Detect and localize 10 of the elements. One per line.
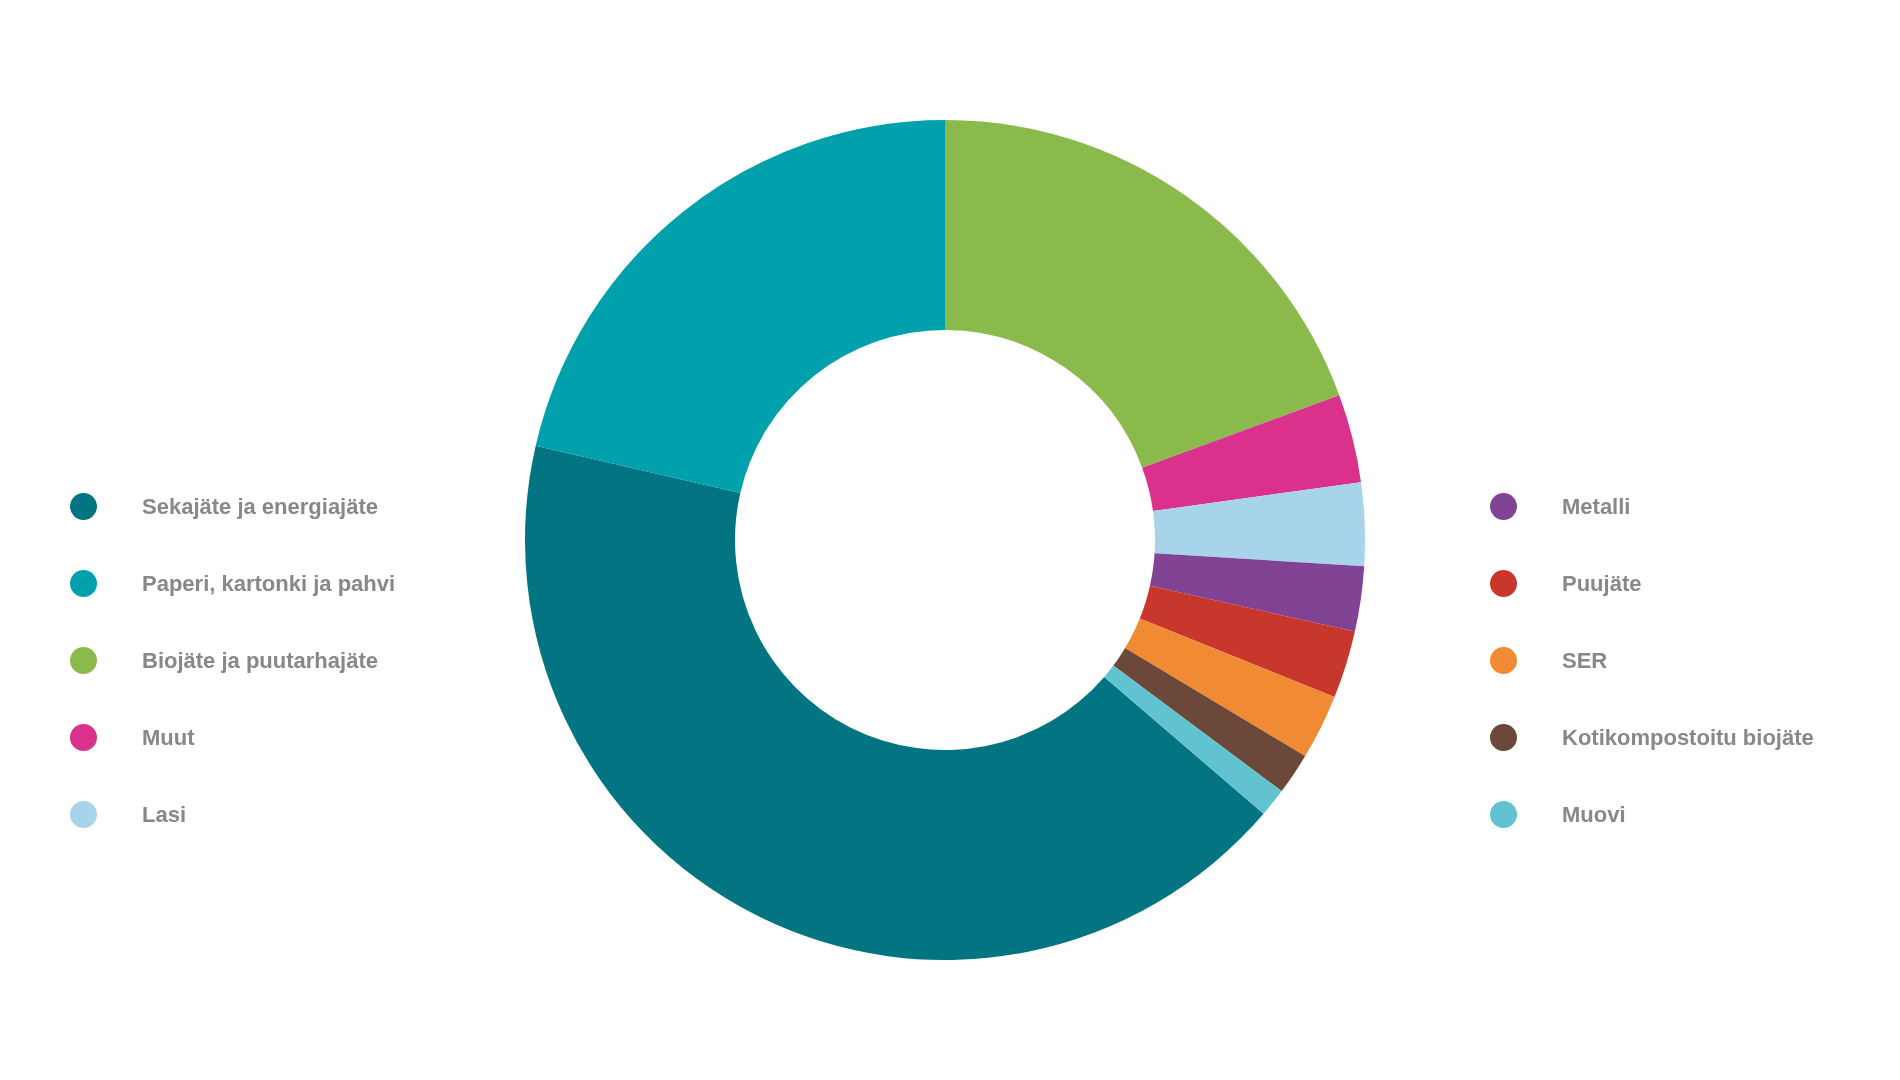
legend-label: Lasi	[142, 801, 187, 828]
legend-label: SER	[1562, 647, 1608, 674]
legend-label: Kotikompostoitu biojäte	[1562, 724, 1814, 751]
legend-label: Biojäte ja puutarhajäte	[142, 647, 378, 674]
legend-label: Muovi	[1562, 801, 1626, 828]
legend-label: Metalli	[1562, 493, 1631, 520]
legend-label: Muut	[142, 724, 195, 751]
legend-label: Paperi, kartonki ja pahvi	[142, 570, 396, 597]
legend-label: Sekajäte ja energiajäte	[142, 493, 379, 520]
legend-label: Puujäte	[1562, 570, 1642, 597]
